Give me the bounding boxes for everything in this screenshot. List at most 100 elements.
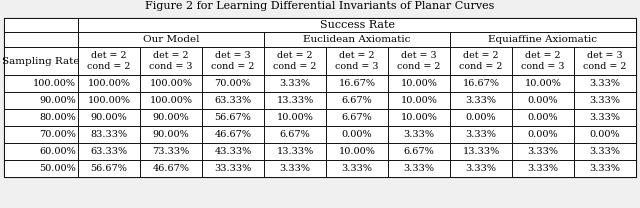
Text: Figure 2 for Learning Differential Invariants of Planar Curves: Figure 2 for Learning Differential Invar… (145, 1, 495, 11)
Text: Equiaffine Axiomatic: Equiaffine Axiomatic (488, 35, 598, 44)
Bar (78, 160, 140, 177)
Bar (512, 143, 574, 160)
Text: 3.33%: 3.33% (465, 96, 497, 105)
Bar (140, 160, 202, 177)
Text: 6.67%: 6.67% (280, 130, 310, 139)
Text: 0.00%: 0.00% (528, 130, 558, 139)
Text: det = 2
cond = 2: det = 2 cond = 2 (87, 51, 131, 71)
Bar (78, 92, 140, 109)
Text: 0.00%: 0.00% (528, 113, 558, 122)
Text: 10.00%: 10.00% (401, 96, 437, 105)
Text: 6.67%: 6.67% (342, 96, 372, 105)
Text: 3.33%: 3.33% (589, 79, 621, 88)
Bar (78, 109, 140, 126)
Text: 10.00%: 10.00% (276, 113, 314, 122)
Text: 100.00%: 100.00% (88, 79, 131, 88)
Text: 73.33%: 73.33% (152, 147, 189, 156)
Bar (202, 47, 264, 75)
Bar (202, 92, 264, 109)
Text: 13.33%: 13.33% (462, 147, 500, 156)
Bar (326, 92, 388, 109)
Text: 0.00%: 0.00% (589, 130, 620, 139)
Text: 46.67%: 46.67% (152, 164, 189, 173)
Bar (140, 47, 202, 75)
Text: 100.00%: 100.00% (88, 96, 131, 105)
Text: 83.33%: 83.33% (90, 130, 127, 139)
Text: 3.33%: 3.33% (527, 147, 559, 156)
Text: 63.33%: 63.33% (90, 147, 127, 156)
Text: 50.00%: 50.00% (39, 164, 76, 173)
Bar (4, 109, 78, 126)
Text: 63.33%: 63.33% (214, 96, 252, 105)
Bar (264, 109, 326, 126)
Bar (388, 143, 450, 160)
Bar (4, 92, 78, 109)
Text: 0.00%: 0.00% (342, 130, 372, 139)
Bar (512, 109, 574, 126)
Bar (202, 109, 264, 126)
Text: Our Model: Our Model (143, 35, 199, 44)
Text: 70.00%: 70.00% (214, 79, 252, 88)
Text: 3.33%: 3.33% (342, 164, 372, 173)
Bar (450, 47, 512, 75)
Bar (326, 143, 388, 160)
Text: 10.00%: 10.00% (339, 147, 376, 156)
Bar (4, 143, 78, 160)
Bar (4, 18, 78, 32)
Bar (326, 126, 388, 143)
Bar (78, 75, 140, 92)
Bar (512, 160, 574, 177)
Bar (4, 126, 78, 143)
Bar (140, 109, 202, 126)
Text: 3.33%: 3.33% (589, 147, 621, 156)
Bar (4, 47, 78, 75)
Bar (574, 75, 636, 92)
Bar (264, 47, 326, 75)
Text: 90.00%: 90.00% (152, 130, 189, 139)
Bar (4, 18, 636, 177)
Text: 60.00%: 60.00% (39, 147, 76, 156)
Bar (78, 143, 140, 160)
Text: 46.67%: 46.67% (214, 130, 252, 139)
Text: 90.00%: 90.00% (39, 96, 76, 105)
Text: Sampling Rate: Sampling Rate (3, 57, 80, 66)
Text: 0.00%: 0.00% (466, 113, 496, 122)
Bar (512, 75, 574, 92)
Bar (202, 160, 264, 177)
Text: 3.33%: 3.33% (589, 96, 621, 105)
Bar (574, 92, 636, 109)
Bar (78, 126, 140, 143)
Bar (202, 126, 264, 143)
Text: 6.67%: 6.67% (404, 147, 435, 156)
Text: 70.00%: 70.00% (39, 130, 76, 139)
Text: det = 3
cond = 2: det = 3 cond = 2 (397, 51, 441, 71)
Bar (512, 92, 574, 109)
Text: det = 3
cond = 2: det = 3 cond = 2 (583, 51, 627, 71)
Bar (264, 160, 326, 177)
Bar (264, 75, 326, 92)
Text: 80.00%: 80.00% (39, 113, 76, 122)
Bar (574, 47, 636, 75)
Bar (574, 109, 636, 126)
Text: det = 2
cond = 3: det = 2 cond = 3 (521, 51, 564, 71)
Text: 10.00%: 10.00% (525, 79, 561, 88)
Bar (4, 75, 78, 92)
Text: 16.67%: 16.67% (339, 79, 376, 88)
Text: 0.00%: 0.00% (528, 96, 558, 105)
Bar (78, 32, 264, 47)
Text: 3.33%: 3.33% (527, 164, 559, 173)
Bar (450, 109, 512, 126)
Text: 100.00%: 100.00% (150, 79, 193, 88)
Bar (140, 143, 202, 160)
Text: 10.00%: 10.00% (401, 79, 437, 88)
Text: 100.00%: 100.00% (33, 79, 76, 88)
Text: 3.33%: 3.33% (589, 113, 621, 122)
Text: det = 2
cond = 3: det = 2 cond = 3 (149, 51, 193, 71)
Bar (326, 47, 388, 75)
Bar (78, 47, 140, 75)
Text: 3.33%: 3.33% (465, 164, 497, 173)
Text: 10.00%: 10.00% (401, 113, 437, 122)
Bar (326, 160, 388, 177)
Text: 13.33%: 13.33% (276, 96, 314, 105)
Bar (450, 92, 512, 109)
